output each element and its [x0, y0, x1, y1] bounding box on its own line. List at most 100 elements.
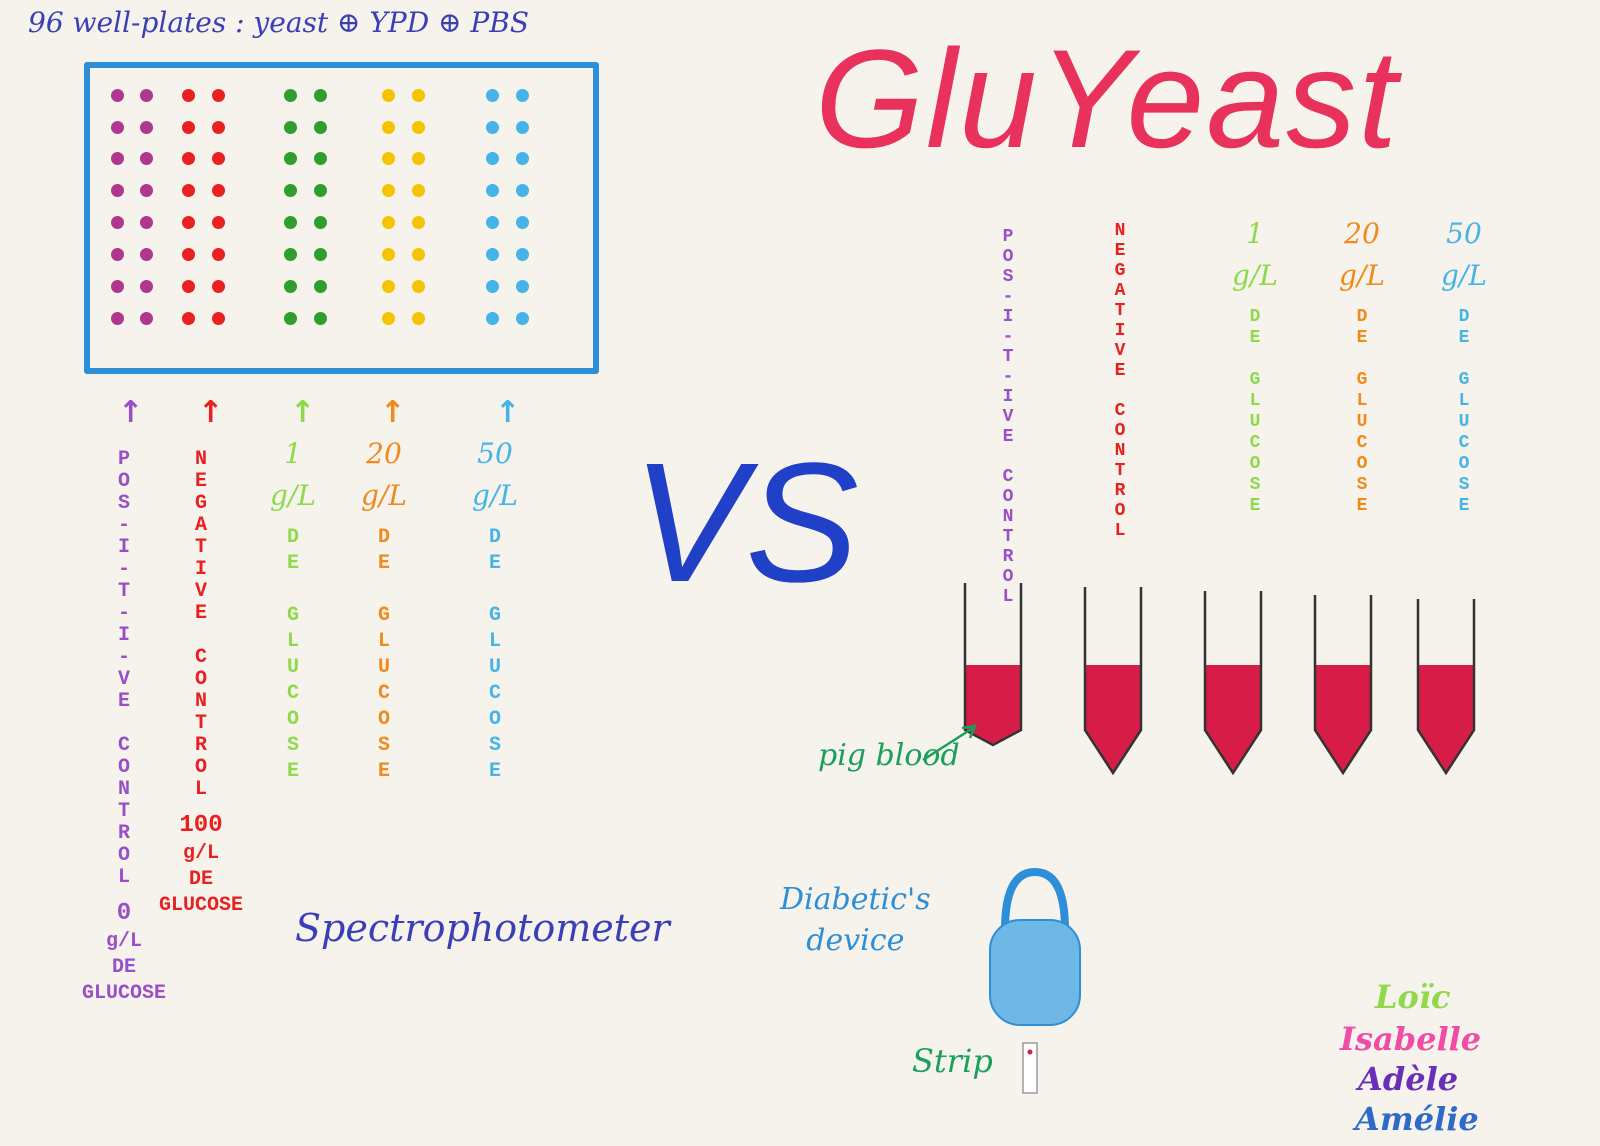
plate-label-letter	[287, 580, 299, 606]
plate-well	[111, 121, 124, 134]
plate-label-letter: V	[117, 668, 130, 691]
plate-well	[140, 184, 153, 197]
plate-label-letter: C	[117, 734, 130, 757]
plate-well	[516, 184, 529, 197]
blood-tube	[963, 583, 1023, 747]
plate-label-letter: D	[377, 526, 390, 549]
tube-label-head: g/L	[1441, 259, 1487, 292]
plate-label-letter: S	[488, 734, 501, 757]
plate-well	[284, 89, 297, 102]
plate-label-letter	[489, 580, 501, 606]
plate-well	[314, 184, 327, 197]
plate-well	[212, 216, 225, 229]
tube-label-letter: O	[1002, 487, 1014, 507]
tube-label-letter: L	[1356, 391, 1368, 411]
tube-label-letter: C	[1002, 467, 1014, 487]
up-arrow-icon: ↑	[495, 395, 521, 430]
plate-label-letter: L	[488, 630, 501, 653]
plate-label-letter: O	[488, 708, 501, 731]
plate-label-letter: T	[194, 536, 207, 559]
plate-well	[516, 312, 529, 325]
plate-label-extra: g/L	[182, 842, 219, 865]
plate-label-extra: DE	[111, 956, 136, 979]
tube-label-letter: T	[1114, 461, 1126, 481]
tube-label-head: g/L	[1339, 259, 1385, 292]
plate-label-letter: N	[117, 778, 130, 801]
plate-label-head: g/L	[270, 479, 316, 512]
plate-well	[382, 216, 395, 229]
tube-label-letter: -	[1002, 367, 1014, 387]
plate-well	[212, 248, 225, 261]
plate-well	[486, 121, 499, 134]
tube-label-letter: U	[1249, 412, 1261, 432]
blood-fill	[1418, 665, 1474, 773]
tube-label-letter: A	[1114, 281, 1126, 301]
plate-well	[111, 216, 124, 229]
plate-label-letter: I	[117, 536, 130, 559]
tube-label-letter: V	[1114, 341, 1126, 361]
plate-label-letter: U	[286, 656, 299, 679]
plate-label-letter: N	[194, 690, 207, 713]
plate-well	[140, 248, 153, 261]
pig-blood-label: pig blood	[818, 738, 960, 773]
tube-label-letter: L	[1458, 391, 1470, 411]
plate-label-letter: O	[194, 668, 207, 691]
plate-label-letter: I	[117, 624, 130, 647]
plate-well	[111, 184, 124, 197]
plate-well	[182, 152, 195, 165]
plate-label-letter: L	[117, 866, 130, 889]
tube-label-letter: E	[1356, 496, 1368, 516]
plate-label-letter: E	[488, 760, 501, 783]
plate-label-letter: C	[286, 682, 299, 705]
plate-well	[212, 184, 225, 197]
plate-well	[314, 216, 327, 229]
device-label-line1: Diabetic's	[780, 882, 931, 917]
tube-label-letter: P	[1002, 227, 1014, 247]
plate-label-extra: GLUCOSE	[159, 894, 244, 917]
tube-label-letter: S	[1356, 475, 1368, 495]
plate-well	[486, 280, 499, 293]
plate-well	[486, 89, 499, 102]
plate-well	[284, 216, 297, 229]
plate-label-letter: O	[377, 708, 390, 731]
tube-label-letter: S	[1002, 267, 1014, 287]
tube-label-letter: I	[1002, 307, 1014, 327]
plate-label-letter: -	[117, 646, 130, 669]
blood-fill	[1085, 665, 1141, 773]
plate-well	[284, 248, 297, 261]
plate-label-letter	[118, 714, 130, 736]
tube-label-letter: I	[1002, 387, 1014, 407]
tube-label-letter: U	[1458, 412, 1470, 432]
plate-label-letter: E	[194, 470, 207, 493]
device-label-line2: device	[806, 922, 905, 958]
plate-label-letter: I	[194, 558, 207, 581]
tube-label-letter: E	[1356, 328, 1368, 348]
plate-well	[382, 89, 395, 102]
plate-well	[182, 184, 195, 197]
plate-label-letter: O	[286, 708, 299, 731]
tube-label-letter: T	[1002, 347, 1014, 367]
tube-label-letter: L	[1114, 521, 1126, 541]
plate-well	[314, 248, 327, 261]
blood-tube	[1313, 595, 1373, 776]
blood-tubes	[963, 583, 1476, 776]
tube-label-letter: E	[1249, 496, 1261, 516]
tube-label-letter: E	[1458, 328, 1470, 348]
plate-label-letter: S	[286, 734, 299, 757]
plate-well	[111, 312, 124, 325]
plate-well	[382, 121, 395, 134]
tube-label-letter: N	[1114, 221, 1126, 241]
plate-well	[516, 121, 529, 134]
tube-label-letter: E	[1002, 427, 1014, 447]
plate-well	[111, 152, 124, 165]
plate-label-letter: U	[377, 656, 390, 679]
tube-label-letter: C	[1249, 433, 1261, 453]
glucometer-icon	[989, 867, 1081, 1026]
tube-label-letter: C	[1114, 401, 1126, 421]
plate-label-letter: G	[488, 604, 501, 627]
plate-label-letter: G	[377, 604, 390, 627]
